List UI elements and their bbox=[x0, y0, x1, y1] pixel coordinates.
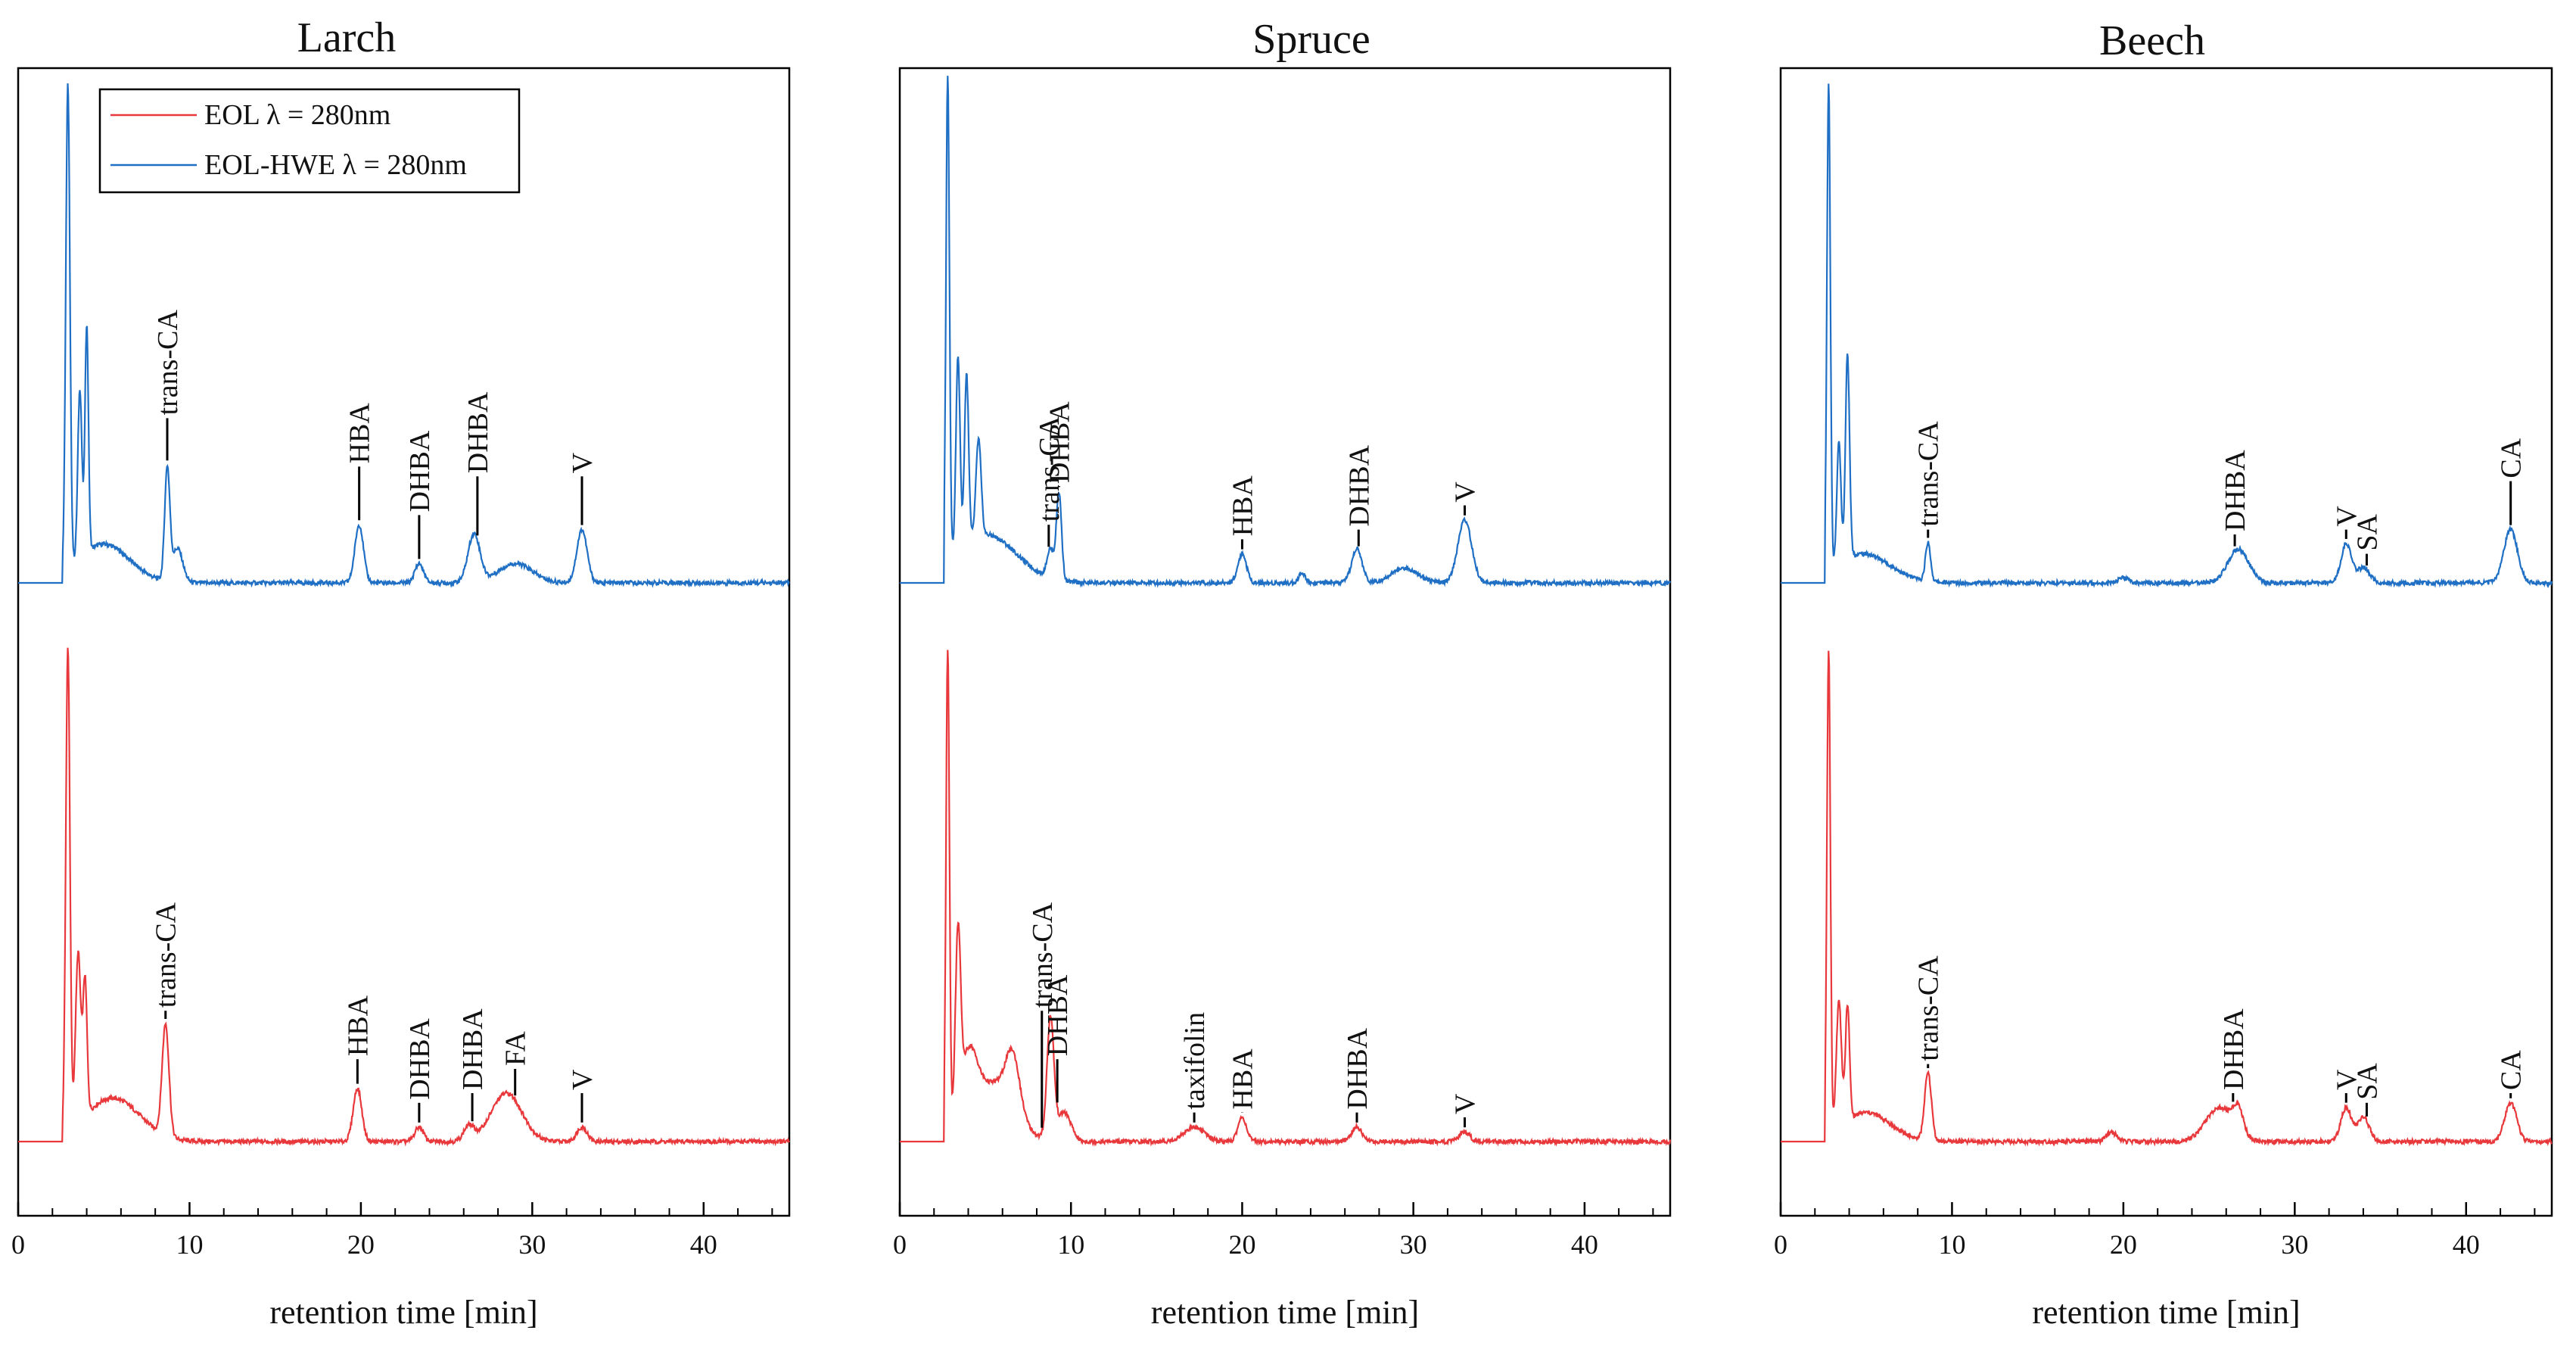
peak-label: taxifolin bbox=[1179, 1012, 1211, 1110]
peak-label: DHBA bbox=[2218, 1008, 2250, 1090]
peak-label: CA bbox=[2496, 1050, 2528, 1090]
panel-beech: Beech 0 10 20 30 40 retention time [min] trans… bbox=[1774, 17, 2553, 1331]
trace-eol bbox=[900, 650, 1672, 1147]
peak-label: HBA bbox=[1227, 475, 1258, 537]
peak-label: SA bbox=[2351, 513, 2383, 550]
peak-label: SA bbox=[2351, 1063, 2383, 1100]
x-tick-label: 0 bbox=[11, 1229, 25, 1260]
x-tick-label: 40 bbox=[2453, 1229, 2480, 1260]
peak-label: DHBA bbox=[1342, 1027, 1374, 1109]
peak-label: DHBA bbox=[462, 391, 494, 473]
x-tick-label: 20 bbox=[2110, 1229, 2137, 1260]
peak-label: HBA bbox=[342, 995, 374, 1056]
x-tick-label: 40 bbox=[690, 1229, 717, 1260]
peak-label: V bbox=[567, 452, 599, 473]
x-tick-label: 10 bbox=[176, 1229, 203, 1260]
peak-label: trans-CA bbox=[1913, 955, 1945, 1061]
x-tick-label: 30 bbox=[1400, 1229, 1427, 1260]
trace-eol bbox=[18, 647, 790, 1148]
peak-label: trans-CA bbox=[1027, 902, 1059, 1008]
peak-label: V bbox=[2331, 506, 2363, 527]
plot-frame bbox=[1779, 67, 2553, 1217]
trace-eol-hwe bbox=[900, 76, 1672, 589]
peak-label: DHBA bbox=[1042, 974, 1074, 1056]
trace-eol-hwe bbox=[18, 83, 790, 588]
x-axis-label: retention time [min] bbox=[2032, 1294, 2300, 1331]
peak-label: trans-CA bbox=[151, 902, 182, 1008]
peak-label: trans-CA bbox=[152, 310, 184, 416]
peak-label: trans-CA bbox=[1034, 416, 1066, 522]
peak-label: V bbox=[567, 1069, 599, 1090]
peak-label: FA bbox=[500, 1031, 532, 1066]
x-tick-label: 40 bbox=[1571, 1229, 1598, 1260]
peak-label: DHBA bbox=[1343, 444, 1375, 526]
peak-label: DHBA bbox=[404, 1018, 436, 1100]
x-tick-label: 30 bbox=[2281, 1229, 2308, 1260]
peak-label: V bbox=[1450, 1093, 1482, 1114]
peak-label: CA bbox=[2496, 438, 2528, 478]
peak-label: DHBA bbox=[457, 1008, 489, 1090]
peak-label: trans-CA bbox=[1913, 421, 1945, 527]
peak-label: V bbox=[1450, 481, 1482, 503]
panel-title-larch: Larch bbox=[297, 14, 397, 61]
legend-box bbox=[98, 88, 521, 194]
x-axis-label: retention time [min] bbox=[1151, 1294, 1419, 1331]
x-axis-label: retention time [min] bbox=[269, 1294, 537, 1331]
x-tick-label: 0 bbox=[1774, 1229, 1787, 1260]
peak-label: DHBA bbox=[1044, 401, 1075, 483]
peak-label: DHBA bbox=[2220, 450, 2251, 531]
x-tick-label: 30 bbox=[518, 1229, 546, 1260]
trace-eol bbox=[1781, 650, 2553, 1147]
legend-label-eol: EOL λ = 280nm bbox=[204, 99, 390, 131]
legend-label-eol-hwe: EOL-HWE λ = 280nm bbox=[204, 149, 467, 181]
peak-label: DHBA bbox=[404, 430, 436, 512]
x-tick-label: 10 bbox=[1057, 1229, 1084, 1260]
panel-larch: Larch 0 10 20 30 40 retention time [min] trans… bbox=[11, 14, 791, 1331]
legend: EOL λ = 280nm EOL-HWE λ = 280nm bbox=[98, 88, 521, 194]
peak-label: HBA bbox=[344, 403, 376, 464]
peak-label: V bbox=[2331, 1069, 2363, 1090]
x-tick-label: 0 bbox=[893, 1229, 907, 1260]
x-tick-label: 10 bbox=[1938, 1229, 1965, 1260]
panel-title-spruce: Spruce bbox=[1252, 16, 1370, 63]
x-tick-label: 20 bbox=[1228, 1229, 1255, 1260]
plot-frame bbox=[17, 67, 791, 1217]
plot-frame bbox=[898, 67, 1672, 1217]
peak-label: HBA bbox=[1227, 1048, 1258, 1110]
x-tick-label: 20 bbox=[347, 1229, 375, 1260]
trace-eol-hwe bbox=[1781, 83, 2553, 589]
panel-title-beech: Beech bbox=[2099, 17, 2205, 64]
panel-spruce: Spruce 0 10 20 30 40 retention time [min] tran… bbox=[893, 16, 1672, 1331]
